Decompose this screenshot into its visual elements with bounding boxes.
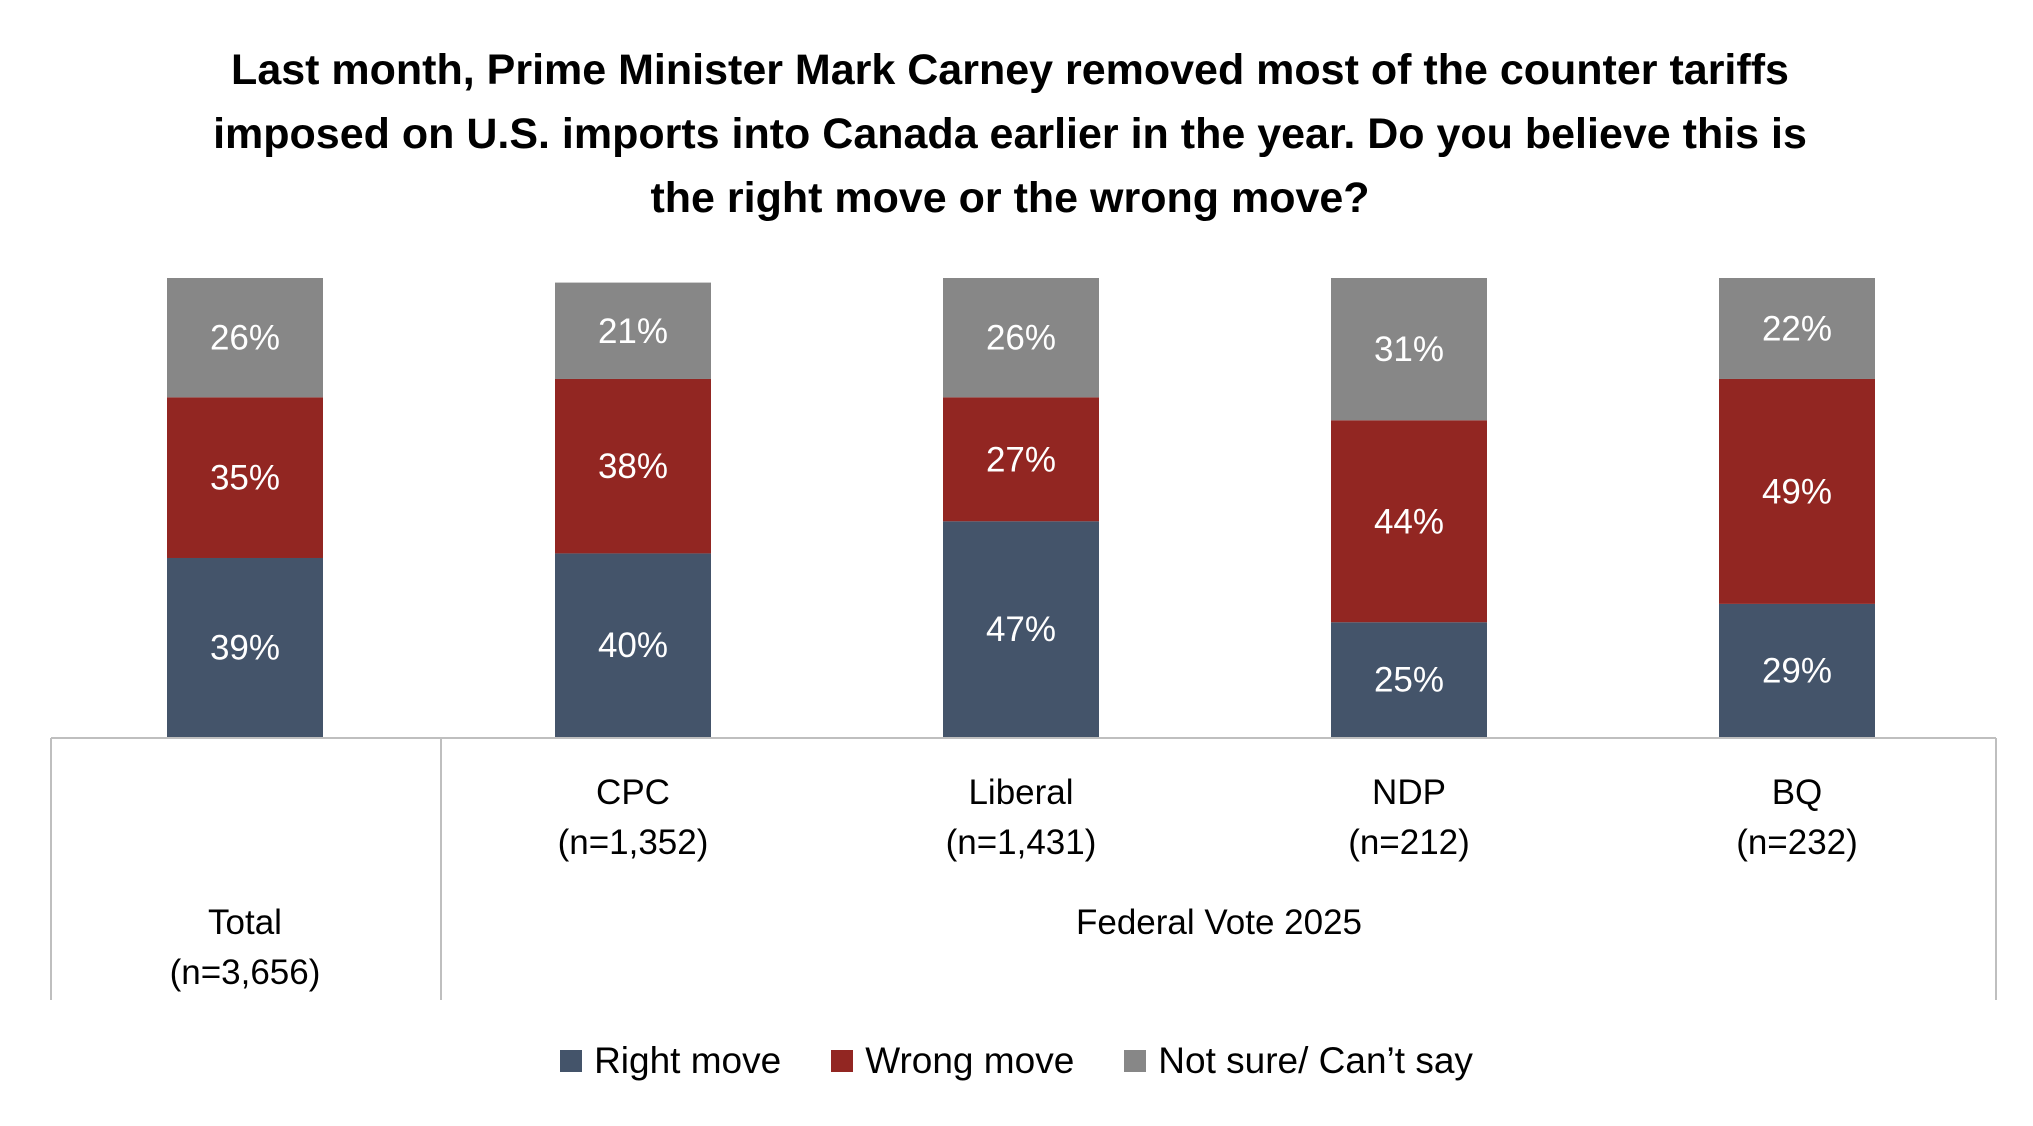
bar-value-label: 49% — [1762, 472, 1832, 511]
legend-item-wrong-move: Wrong move — [831, 1040, 1074, 1082]
legend-item-not-sure: Not sure/ Can’t say — [1124, 1040, 1473, 1082]
chart-title: Last month, Prime Minister Mark Carney r… — [213, 46, 1807, 222]
bar-4-wrong-move — [1719, 378, 1875, 604]
category-n-label: (n=1,431) — [946, 823, 1097, 862]
bar-0-right-move — [167, 557, 323, 737]
legend-swatch-right-move — [560, 1050, 583, 1072]
category-n-label: (n=232) — [1736, 823, 1858, 862]
bar-value-label: 22% — [1762, 309, 1832, 348]
bar-0-not-sure-can-t-say — [167, 278, 323, 398]
bar-3-not-sure-can-t-say — [1331, 278, 1487, 421]
legend-label-wrong-move: Wrong move — [865, 1040, 1075, 1081]
legend-label-right-move: Right move — [594, 1040, 782, 1081]
category-label: BQ — [1772, 773, 1823, 812]
legend-item-right-move: Right move — [560, 1040, 781, 1082]
legend-label-not-sure: Not sure/ Can’t say — [1158, 1040, 1473, 1081]
bar-value-label: 26% — [210, 319, 280, 358]
bar-value-label: 31% — [1374, 330, 1444, 369]
legend-swatch-not-sure — [1124, 1050, 1147, 1072]
bar-value-label: 39% — [210, 628, 280, 667]
bar-value-label: 26% — [986, 319, 1056, 358]
bar-4-right-move — [1719, 603, 1875, 737]
bar-value-label: 35% — [210, 459, 280, 498]
bar-2-not-sure-can-t-say — [943, 278, 1099, 398]
bar-3-wrong-move — [1331, 420, 1487, 623]
bar-value-label: 21% — [598, 312, 668, 351]
bar-value-label: 47% — [986, 610, 1056, 649]
bar-0-wrong-move — [167, 397, 323, 558]
bar-value-label: 40% — [598, 626, 668, 665]
group-label: Federal Vote 2025 — [1076, 903, 1362, 942]
category-label: CPC — [596, 773, 670, 812]
category-n-label: (n=3,656) — [170, 953, 321, 992]
category-label: Total — [208, 903, 282, 942]
bar-value-label: 29% — [1762, 651, 1832, 690]
bar-4-not-sure-can-t-say — [1719, 278, 1875, 379]
category-label: NDP — [1372, 773, 1446, 812]
category-n-label: (n=212) — [1348, 823, 1470, 862]
category-n-label: (n=1,352) — [558, 823, 709, 862]
bar-2-wrong-move — [943, 397, 1099, 522]
bar-value-label: 27% — [986, 440, 1056, 479]
category-label: Liberal — [968, 773, 1073, 812]
bar-1-right-move — [555, 553, 711, 737]
bar-1-not-sure-can-t-say — [555, 282, 711, 379]
bar-2-right-move — [943, 521, 1099, 737]
bar-value-label: 44% — [1374, 502, 1444, 541]
bar-3-right-move — [1331, 622, 1487, 737]
legend: Right move Wrong move Not sure/ Can’t sa… — [0, 1040, 2033, 1082]
bar-value-label: 25% — [1374, 661, 1444, 700]
bar-1-wrong-move — [555, 378, 711, 554]
bar-value-label: 38% — [598, 447, 668, 486]
legend-swatch-wrong-move — [831, 1050, 854, 1072]
